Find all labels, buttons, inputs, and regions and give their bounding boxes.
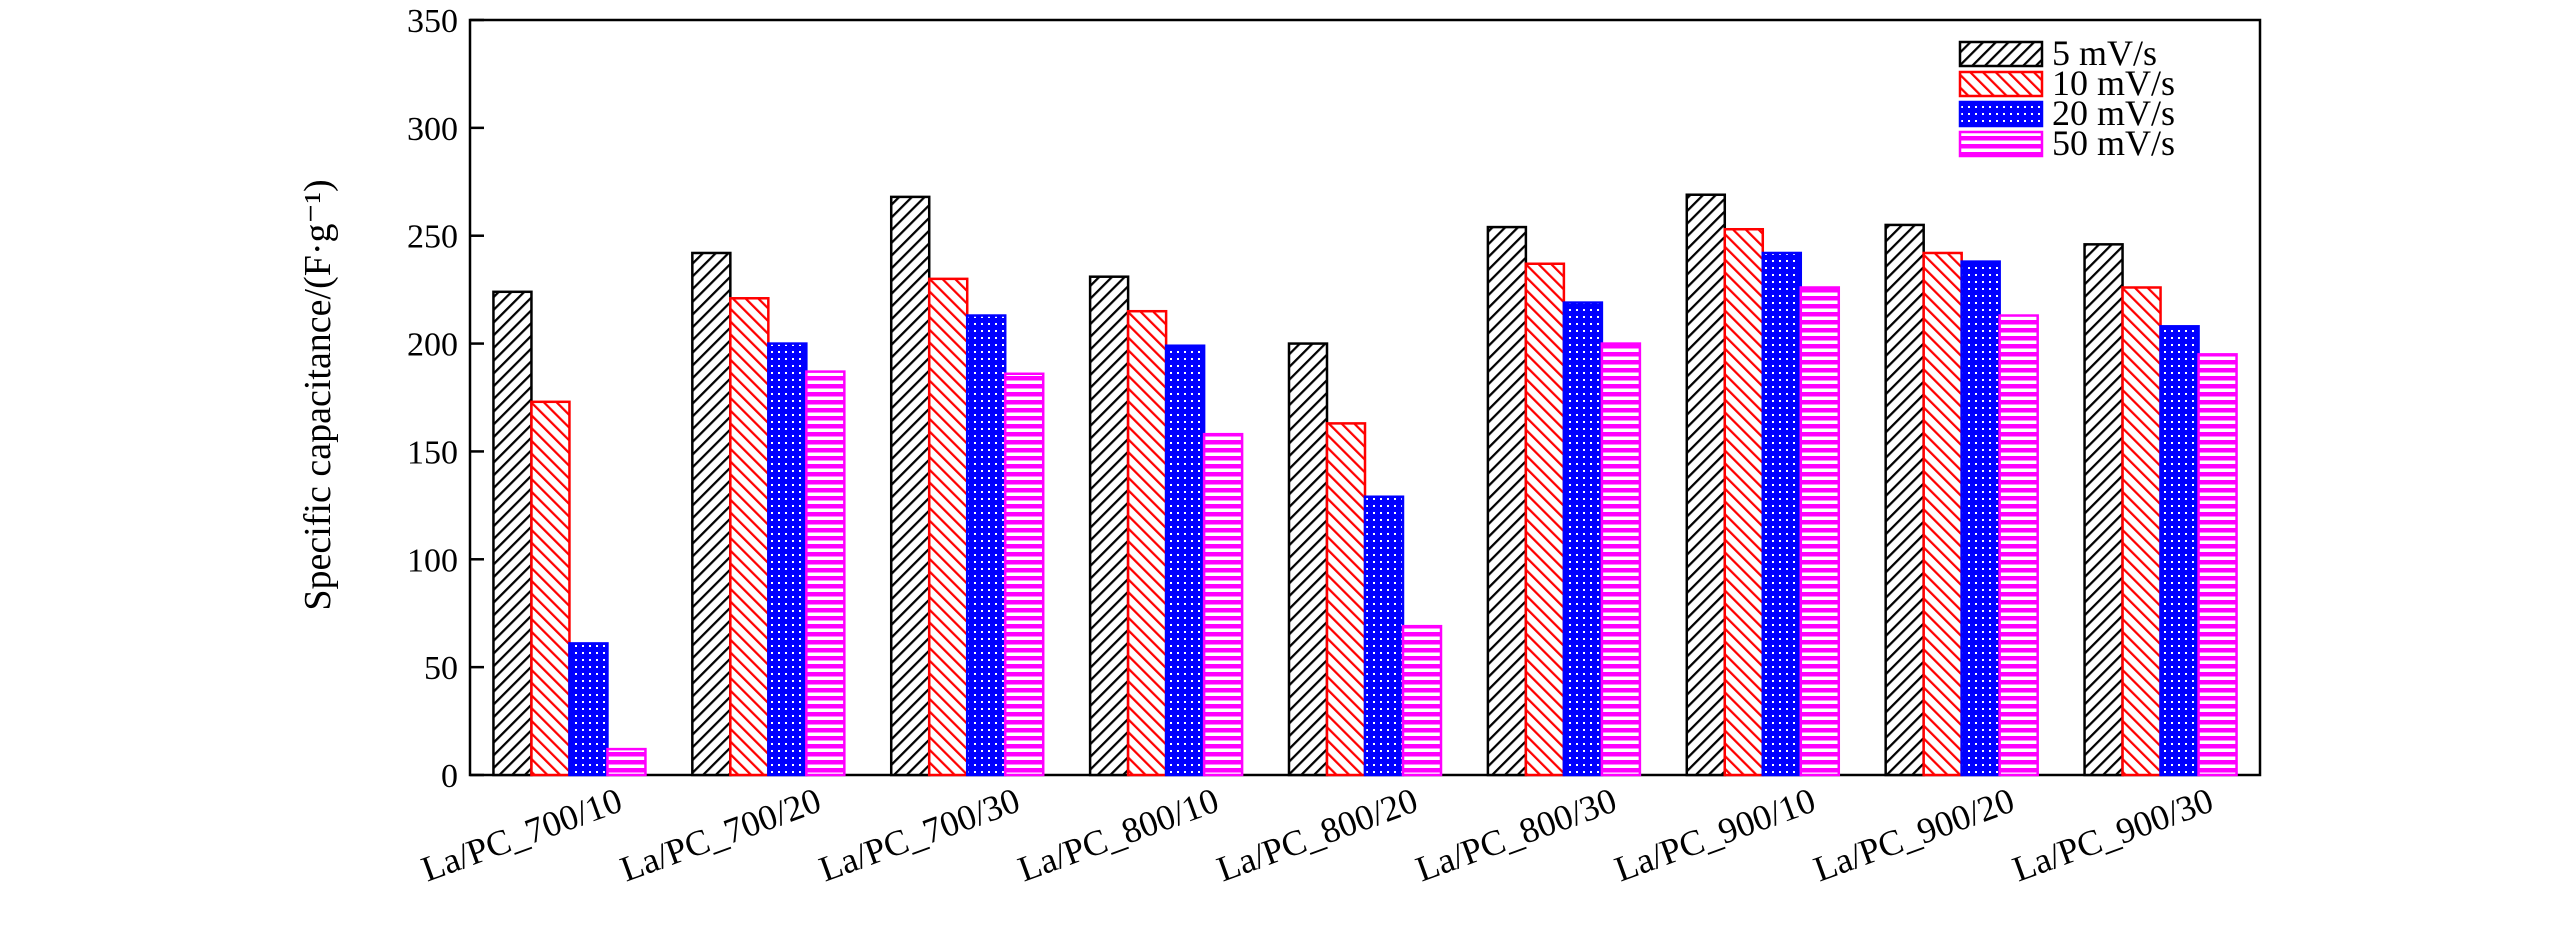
- bar-la-pc-900-10-series-0: [1685, 193, 1727, 777]
- bar-la-pc-700-10-series-2: [568, 642, 609, 777]
- bar-la-pc-700-20-series-3: [805, 370, 846, 777]
- legend-label: 50 mV/s: [2052, 123, 2175, 163]
- bar-la-pc-900-20-series-3: [1998, 314, 2039, 777]
- bar-la-pc-800-30-series-3: [1600, 342, 1642, 777]
- bar-la-pc-900-20-series-2: [1960, 260, 2001, 777]
- legend-swatch: [1958, 130, 2044, 158]
- x-tick-label: La/PC_800/20: [1212, 780, 1423, 889]
- y-tick-label: 0: [441, 758, 458, 795]
- y-tick-label: 100: [407, 542, 458, 579]
- bar-la-pc-900-20-series-1: [1922, 251, 1963, 777]
- bar-la-pc-700-20-series-2: [767, 342, 808, 777]
- bar-la-pc-700-20-series-0: [691, 251, 732, 777]
- bar-la-pc-800-30-series-1: [1524, 262, 1566, 777]
- bar-la-pc-800-10-series-3: [1202, 432, 1244, 777]
- legend-swatch: [1958, 40, 2044, 68]
- legend-swatch: [1958, 100, 2044, 128]
- bar-la-pc-800-10-series-1: [1126, 309, 1168, 777]
- bar-la-pc-800-20-series-0: [1287, 342, 1329, 777]
- legend-swatch: [1958, 70, 2044, 98]
- x-tick-label: La/PC_800/10: [1013, 780, 1224, 889]
- x-tick-label: La/PC_700/10: [416, 780, 627, 889]
- bar-la-pc-900-30-series-3: [2197, 353, 2238, 777]
- bar-la-pc-800-30-series-0: [1486, 225, 1528, 777]
- bar-la-pc-800-30-series-2: [1562, 301, 1604, 777]
- bar-la-pc-800-20-series-3: [1401, 624, 1443, 777]
- legend-label: 10 mV/s: [2052, 63, 2175, 103]
- y-tick-label: 200: [407, 327, 458, 364]
- bar-la-pc-700-10-series-3: [606, 747, 647, 777]
- x-tick-label: La/PC_700/30: [814, 780, 1025, 889]
- bar-la-pc-700-30-series-3: [1003, 372, 1045, 777]
- y-tick-label: 150: [407, 434, 458, 471]
- bar-la-pc-700-20-series-1: [729, 297, 770, 777]
- y-tick-label: 300: [407, 111, 458, 148]
- bar-la-pc-700-10-series-1: [530, 400, 571, 777]
- y-tick-label: 350: [407, 3, 458, 40]
- bar-la-pc-800-20-series-1: [1325, 422, 1367, 777]
- y-axis-title: Specific capacitance/(F·g⁻¹): [297, 179, 339, 610]
- bar-la-pc-800-10-series-2: [1164, 344, 1206, 777]
- bar-la-pc-900-30-series-2: [2159, 325, 2200, 777]
- bar-la-pc-700-30-series-0: [889, 195, 931, 777]
- legend-label: 5 mV/s: [2052, 33, 2157, 73]
- x-tick-label: La/PC_700/20: [615, 780, 826, 889]
- bar-la-pc-900-10-series-3: [1799, 286, 1841, 777]
- y-tick-label: 50: [424, 650, 458, 687]
- x-tick-label: La/PC_900/20: [1808, 780, 2019, 889]
- bars: [492, 193, 2238, 777]
- bar-la-pc-800-20-series-2: [1363, 495, 1405, 777]
- legend-label: 20 mV/s: [2052, 93, 2175, 133]
- x-tick-label: La/PC_900/10: [1609, 780, 1820, 889]
- x-axis: La/PC_700/10La/PC_700/20La/PC_700/30La/P…: [416, 780, 2218, 889]
- bar-la-pc-700-30-series-1: [927, 277, 969, 777]
- bar-la-pc-900-30-series-0: [2083, 243, 2124, 777]
- x-tick-label: La/PC_900/30: [2007, 780, 2218, 889]
- y-tick-label: 250: [407, 219, 458, 256]
- bar-la-pc-700-30-series-2: [965, 314, 1007, 777]
- bar-la-pc-900-30-series-1: [2121, 286, 2162, 777]
- bar-la-pc-700-10-series-0: [492, 290, 533, 777]
- bar-la-pc-800-10-series-0: [1088, 275, 1130, 777]
- legend: 5 mV/s10 mV/s20 mV/s50 mV/s: [1958, 33, 2175, 163]
- bar-la-pc-900-20-series-0: [1884, 223, 1925, 777]
- x-tick-label: La/PC_800/30: [1411, 780, 1622, 889]
- bar-la-pc-900-10-series-2: [1761, 251, 1803, 777]
- bar-la-pc-900-10-series-1: [1723, 227, 1765, 777]
- y-axis: 0 50 100 150 200 250 300 350: [407, 3, 484, 795]
